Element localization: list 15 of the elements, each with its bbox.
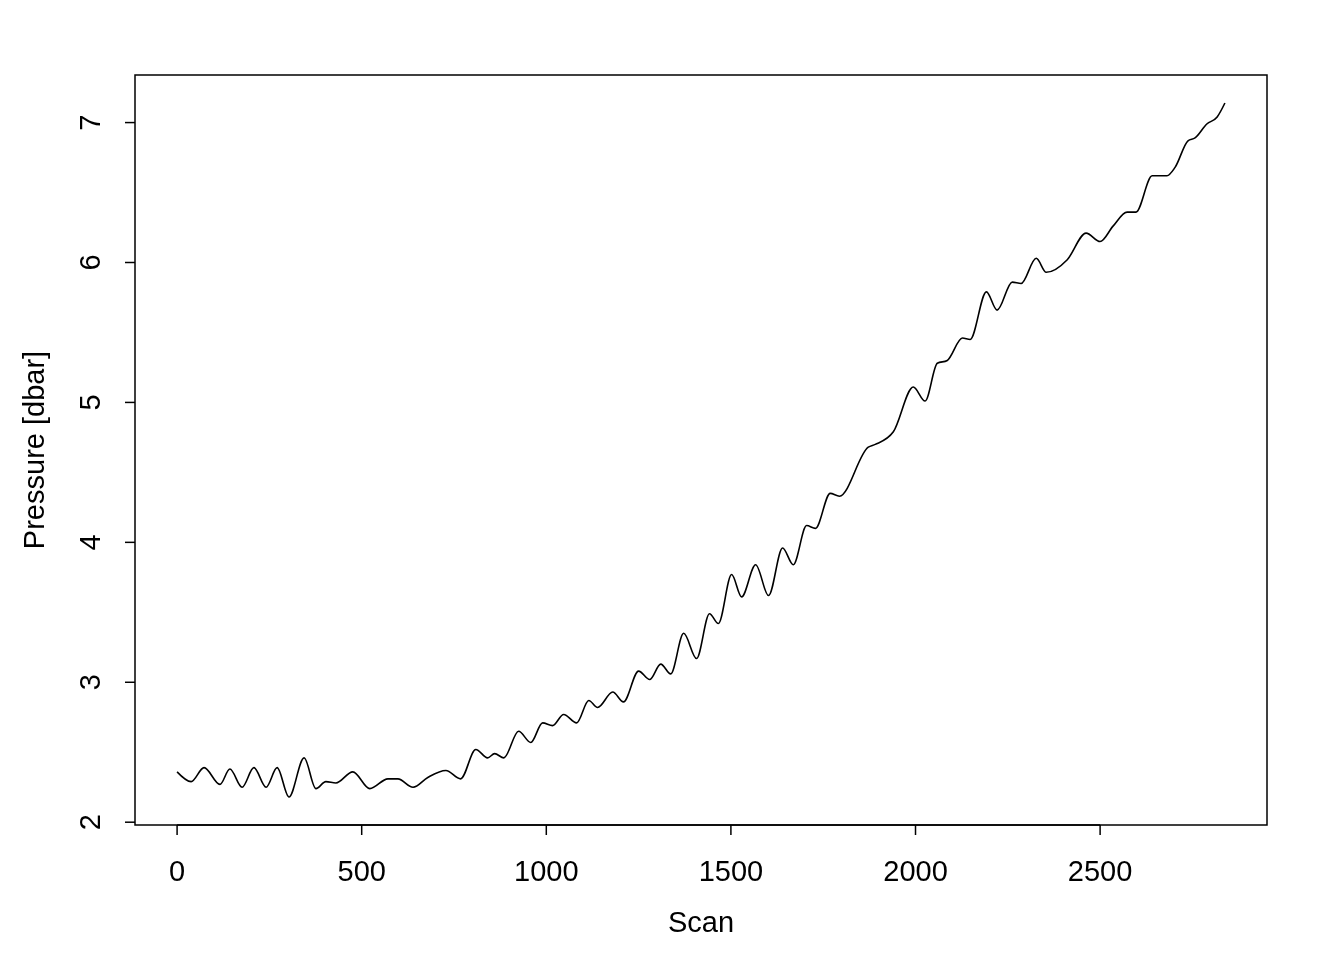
x-tick-label: 0 <box>169 855 186 887</box>
y-tick-label: 4 <box>74 534 106 551</box>
y-tick-label: 6 <box>74 254 106 271</box>
y-tick-label: 5 <box>74 394 106 411</box>
x-tick-label: 2000 <box>883 855 948 887</box>
x-axis-title: Scan <box>667 906 735 938</box>
y-tick-label: 7 <box>74 114 106 131</box>
y-tick-label: 2 <box>74 814 106 831</box>
line-series <box>176 102 1226 798</box>
x-tick-label: 500 <box>337 855 386 887</box>
x-tick-label: 1000 <box>514 855 579 887</box>
x-tick-label: 1500 <box>698 855 764 887</box>
y-tick-label: 3 <box>74 674 106 691</box>
x-tick-label: 2500 <box>1067 855 1133 887</box>
y-axis-title: Pressure [dbar] <box>18 350 50 550</box>
